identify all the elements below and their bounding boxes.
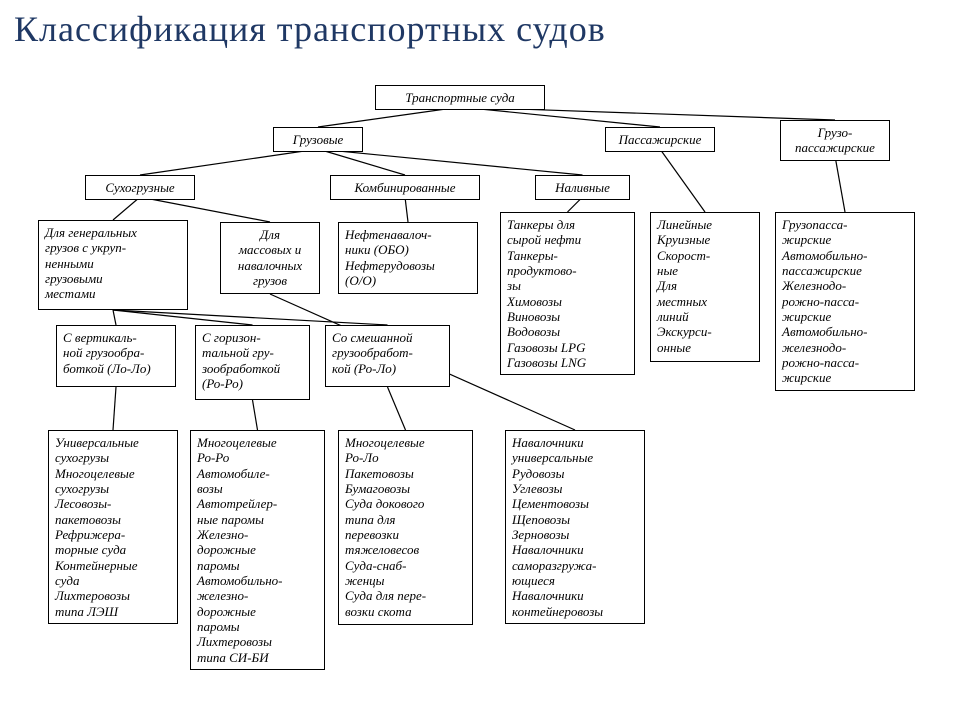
- node-l1: Универсальные сухогрузы Многоцелевые сух…: [48, 430, 178, 624]
- edge-comb-comb1: [405, 197, 408, 222]
- edge-dry1-h2: [113, 310, 253, 325]
- edge-cargo-dry: [140, 149, 318, 175]
- edge-cargo-tank: [318, 149, 583, 175]
- node-cpax1: Грузопасса- жирские Автомобильно- пассаж…: [775, 212, 915, 391]
- node-dry1: Для генеральных грузов с укруп- ненными …: [38, 220, 188, 310]
- node-dry: Сухогрузные: [85, 175, 195, 200]
- edge-h2-l2: [253, 400, 258, 430]
- edge-pass-pass1: [660, 149, 705, 212]
- node-comb1: Нефтенавалоч- ники (ОБО) Нефтерудовозы (…: [338, 222, 478, 294]
- edge-dry-dry2: [140, 197, 270, 222]
- node-h2: С горизон- тальной гру- зообработкой (Ро…: [195, 325, 310, 400]
- node-l3: Многоцелевые Ро-Ло Пакетовозы Бумаговозы…: [338, 430, 473, 625]
- node-tank1: Танкеры для сырой нефти Танкеры- продукт…: [500, 212, 635, 375]
- node-h3: Со смешанной грузообработ- кой (Ро-Ло): [325, 325, 450, 387]
- edge-h1-l1: [113, 387, 116, 430]
- node-root: Транспортные суда: [375, 85, 545, 110]
- node-cargo: Грузовые: [273, 127, 363, 152]
- node-pass: Пассажирские: [605, 127, 715, 152]
- edge-dry1-h1: [113, 310, 116, 325]
- node-h1: С вертикаль- ной грузообра- боткой (Ло-Л…: [56, 325, 176, 387]
- edge-h3-l3: [388, 387, 406, 430]
- edge-dry1-h3: [113, 310, 388, 325]
- node-dry2: Для массовых и навалочных грузов: [220, 222, 320, 294]
- edge-cargoPax-cpax1: [835, 156, 845, 212]
- node-comb: Комбинированные: [330, 175, 480, 200]
- node-l2: Многоцелевые Ро-Ро Автомобиле- возы Авто…: [190, 430, 325, 670]
- node-pass1: Линейные Круизные Скорост- ные Для местн…: [650, 212, 760, 362]
- node-l4: Навалочники универсальные Рудовозы Углев…: [505, 430, 645, 624]
- node-cargoPax: Грузо- пассажирские: [780, 120, 890, 161]
- node-tank: Наливные: [535, 175, 630, 200]
- edge-dry-dry1: [113, 197, 140, 220]
